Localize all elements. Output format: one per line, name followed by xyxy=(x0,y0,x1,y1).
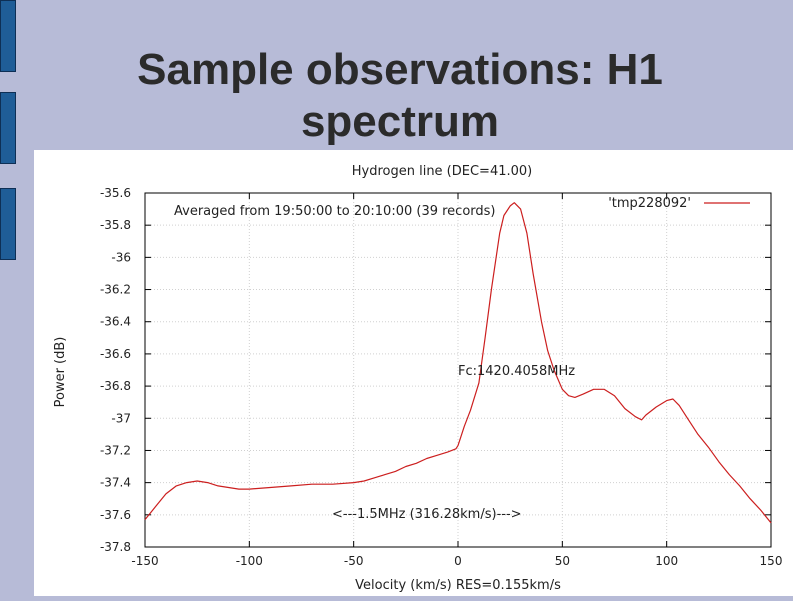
y-tick-label: -35.6 xyxy=(100,186,131,200)
y-tick-label: -37.6 xyxy=(100,508,131,522)
chart-panel: -35.6 -35.8 -36 -36.2 -36.4 -36.6 -36.8 -37 -37.… xyxy=(34,150,793,596)
slide-title-line-2: spectrum xyxy=(300,97,500,146)
hydrogen-line-chart: -35.6 -35.8 -36 -36.2 -36.4 -36.6 -36.8 -37 -37.… xyxy=(53,164,783,593)
y-tick-label: -36 xyxy=(111,250,131,264)
chart-title: Hydrogen line (DEC=41.00) xyxy=(352,164,533,179)
side-tab-2 xyxy=(0,92,16,164)
x-tick-label: 0 xyxy=(454,554,462,568)
y-tick-label: -36.2 xyxy=(100,283,131,297)
x-tick-label: -100 xyxy=(236,554,263,568)
series-line-tmp228092 xyxy=(144,202,772,524)
y-tick-label: -37.8 xyxy=(100,540,131,554)
y-tick-label: -36.6 xyxy=(100,347,131,361)
y-tick-label: -35.8 xyxy=(100,218,131,232)
y-tick-label: -37.4 xyxy=(100,476,131,490)
annotation-averaged: Averaged from 19:50:00 to 20:10:00 (39 r… xyxy=(174,204,496,219)
legend-label: 'tmp228092' xyxy=(608,196,691,211)
y-tick-label: -36.4 xyxy=(100,315,131,329)
x-tick-label: 150 xyxy=(760,554,783,568)
x-tick-label: -50 xyxy=(344,554,364,568)
side-tab-3 xyxy=(0,188,16,260)
x-tick-label: 50 xyxy=(555,554,570,568)
x-axis-label: Velocity (km/s) RES=0.155km/s xyxy=(355,578,561,593)
slide-title-line-1: Sample observations: H1 xyxy=(137,45,663,94)
slide-title: Sample observations: H1 spectrum xyxy=(60,44,740,148)
axis-ticks: -35.6 -35.8 -36 -36.2 -36.4 -36.6 -36.8 -37 -37.… xyxy=(100,186,783,568)
side-tab-1 xyxy=(0,0,16,72)
annotation-bandwidth: <---1.5MHz (316.28km/s)---> xyxy=(332,507,522,522)
y-tick-label: -36.8 xyxy=(100,379,131,393)
series-layer xyxy=(144,202,772,524)
y-tick-label: -37 xyxy=(111,411,131,425)
x-tick-label: -150 xyxy=(131,554,158,568)
annotation-fc: Fc:1420.4058MHz xyxy=(458,364,575,379)
y-axis-label: Power (dB) xyxy=(53,337,68,408)
x-tick-label: 100 xyxy=(655,554,678,568)
y-tick-label: -37.2 xyxy=(100,443,131,457)
